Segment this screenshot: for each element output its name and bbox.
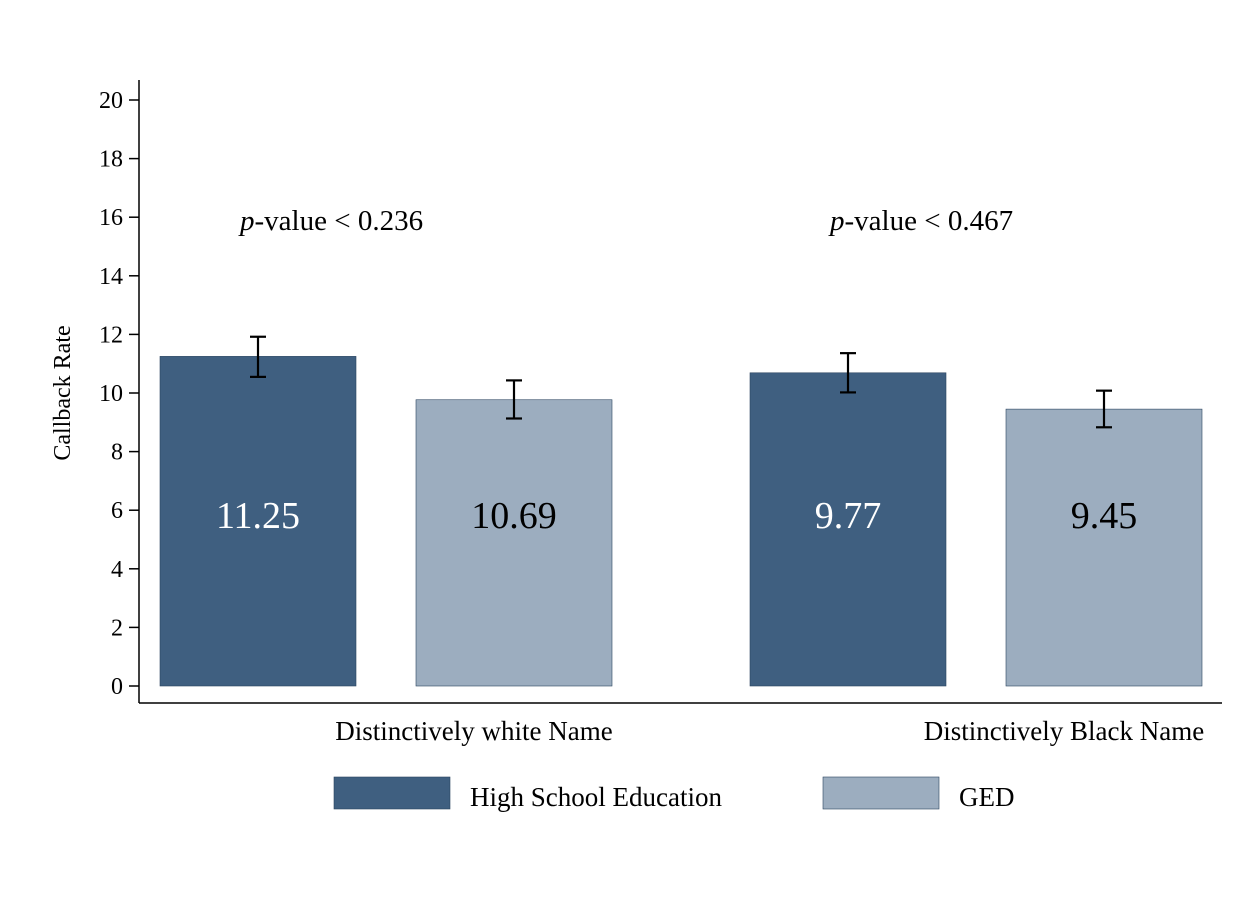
p-value-text: -value < 0.236: [255, 205, 424, 237]
y-tick-label: 14: [99, 264, 123, 290]
p-value-annotation: p-value < 0.467: [828, 205, 1013, 237]
y-axis: 0 2 4 6 8 10 12 14 16 18 20: [99, 80, 140, 703]
x-category-label: Distinctively Black Name: [924, 716, 1204, 746]
legend: High School Education GED: [333, 776, 1015, 812]
y-tick-label: 0: [111, 674, 123, 700]
bar: [749, 372, 947, 687]
bar: [159, 356, 357, 687]
y-tick-label: 18: [99, 147, 123, 173]
bar: [415, 399, 613, 687]
y-tick-label: 10: [99, 381, 123, 407]
data-label: 9.45: [1071, 495, 1138, 537]
y-tick-label: 20: [99, 88, 123, 114]
data-label: 11.25: [216, 495, 300, 537]
x-category-label: Distinctively white Name: [335, 716, 612, 746]
data-label: 9.77: [815, 495, 882, 537]
p-value-prefix: p: [238, 205, 255, 237]
y-tick-label: 6: [111, 498, 123, 524]
y-tick-label: 8: [111, 440, 123, 466]
y-tick-label: 2: [111, 615, 123, 641]
bars: 11.25 10.69 9.77 9.45: [159, 335, 1203, 687]
legend-label: GED: [959, 782, 1015, 812]
y-tick-label: 12: [99, 322, 123, 348]
p-value-annotation: p-value < 0.236: [238, 205, 423, 237]
legend-swatch: [822, 776, 940, 810]
x-axis: Distinctively white Name Distinctively Bl…: [139, 702, 1222, 746]
data-label: 10.69: [471, 495, 557, 537]
legend-label: High School Education: [470, 782, 722, 812]
legend-swatch: [333, 776, 451, 810]
p-value-text: -value < 0.467: [845, 205, 1014, 237]
y-tick-label: 16: [99, 205, 123, 231]
y-axis-title: Callback Rate: [50, 325, 76, 460]
bar: [1005, 408, 1203, 687]
annotations: p-value < 0.236 p-value < 0.467: [238, 205, 1013, 237]
y-tick-label: 4: [111, 557, 123, 583]
p-value-prefix: p: [828, 205, 845, 237]
